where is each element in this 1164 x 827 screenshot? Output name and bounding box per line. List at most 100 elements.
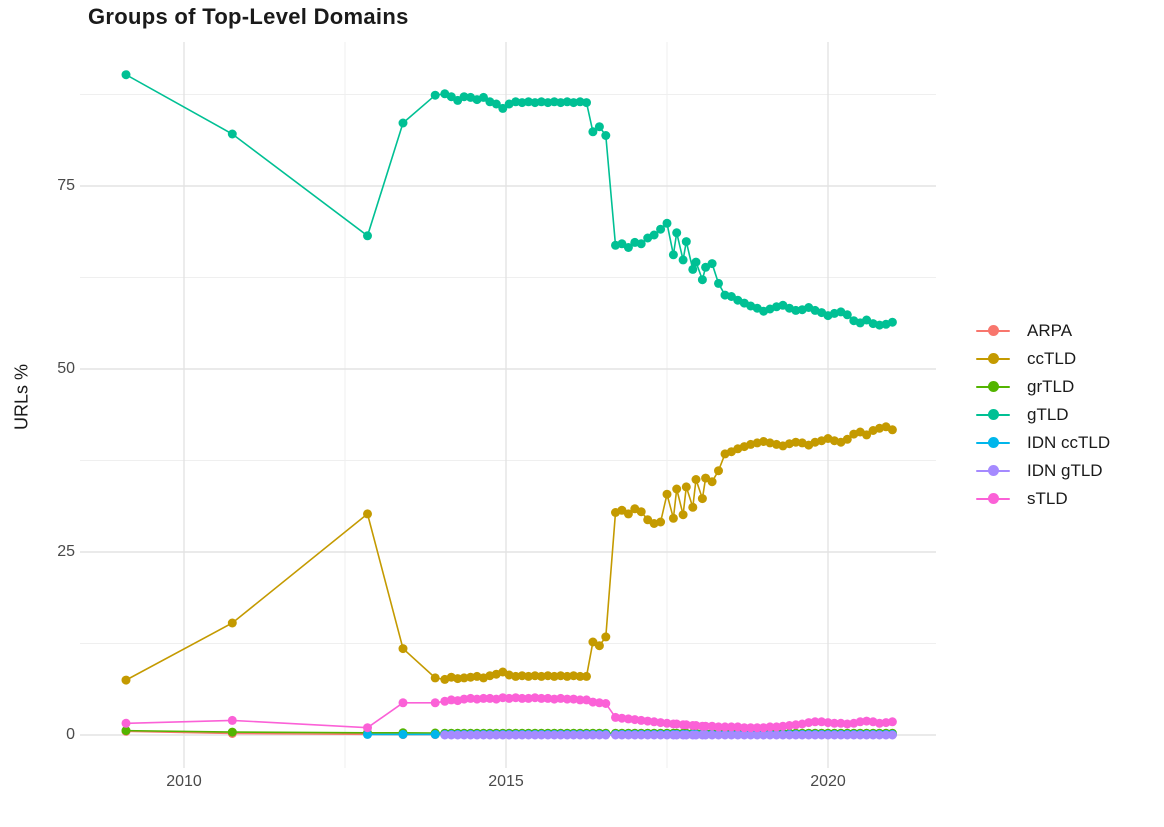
legend-label: IDN ccTLD bbox=[1027, 432, 1111, 452]
data-point bbox=[752, 723, 762, 733]
data-point bbox=[588, 127, 598, 137]
data-point bbox=[691, 257, 701, 267]
data-point bbox=[446, 730, 456, 740]
data-point bbox=[875, 730, 884, 740]
data-point bbox=[536, 730, 546, 740]
series-cctld bbox=[121, 422, 897, 685]
data-point bbox=[746, 723, 756, 733]
x-tick-label-2010: 2010 bbox=[166, 773, 202, 790]
data-point bbox=[636, 730, 646, 740]
data-point bbox=[707, 259, 717, 269]
data-point bbox=[549, 730, 559, 740]
data-point bbox=[398, 118, 408, 128]
data-point bbox=[594, 122, 604, 132]
data-point bbox=[491, 730, 501, 740]
data-point bbox=[556, 671, 566, 681]
data-point bbox=[543, 730, 553, 740]
data-point bbox=[594, 730, 604, 740]
legend-item-cctld: ccTLD bbox=[976, 348, 1110, 369]
data-point bbox=[453, 730, 463, 740]
data-point bbox=[697, 275, 707, 285]
data-point bbox=[227, 727, 237, 737]
data-point bbox=[881, 730, 891, 740]
data-point bbox=[363, 231, 372, 241]
data-point bbox=[720, 730, 730, 740]
data-point bbox=[765, 730, 775, 740]
data-point bbox=[778, 730, 788, 740]
series-gtld bbox=[121, 70, 897, 330]
data-point bbox=[714, 466, 723, 476]
data-point bbox=[582, 671, 591, 681]
y-tick-label-50: 50 bbox=[57, 360, 75, 377]
series-idn-gtld bbox=[440, 730, 897, 740]
data-point bbox=[691, 475, 701, 484]
data-point bbox=[656, 517, 666, 527]
data-point bbox=[701, 730, 711, 740]
legend-label: ARPA bbox=[1027, 320, 1073, 340]
legend-key-icon bbox=[976, 348, 1010, 369]
data-point bbox=[688, 502, 698, 512]
data-point bbox=[363, 509, 372, 519]
data-point bbox=[759, 730, 769, 740]
data-point bbox=[440, 730, 450, 740]
data-point bbox=[765, 722, 775, 732]
data-point bbox=[668, 513, 678, 523]
data-point bbox=[588, 697, 598, 707]
data-point bbox=[617, 730, 627, 740]
data-point bbox=[656, 730, 666, 740]
data-point bbox=[556, 693, 566, 703]
data-point bbox=[582, 98, 591, 108]
data-point bbox=[829, 730, 839, 740]
data-point bbox=[556, 730, 566, 740]
data-point bbox=[672, 228, 682, 238]
legend-label: ccTLD bbox=[1027, 348, 1077, 368]
y-tick-label-0: 0 bbox=[66, 726, 75, 743]
data-point bbox=[681, 720, 691, 730]
data-point bbox=[662, 730, 672, 740]
data-point bbox=[485, 730, 495, 740]
data-point bbox=[810, 730, 820, 740]
data-point bbox=[842, 310, 852, 320]
legend-key-icon bbox=[976, 460, 1010, 481]
data-point bbox=[498, 730, 508, 740]
data-point bbox=[459, 694, 469, 704]
data-point bbox=[398, 644, 408, 654]
legend: ARPA ccTLD grTLD gTLD IDN ccTLD IDN gTLD… bbox=[976, 320, 1110, 509]
data-point bbox=[649, 230, 659, 240]
data-point bbox=[601, 131, 611, 140]
data-point bbox=[430, 729, 440, 739]
data-point bbox=[887, 425, 897, 435]
data-point bbox=[804, 730, 814, 740]
data-point bbox=[887, 717, 897, 727]
data-point bbox=[227, 715, 237, 725]
data-point bbox=[688, 264, 698, 274]
data-point bbox=[472, 694, 482, 704]
legend-key-icon bbox=[976, 488, 1010, 509]
data-point bbox=[588, 730, 598, 740]
data-point bbox=[575, 730, 585, 740]
data-point bbox=[601, 632, 611, 642]
chart-title: Groups of Top-Level Domains bbox=[88, 4, 409, 29]
data-point bbox=[121, 70, 131, 80]
data-point bbox=[726, 730, 736, 740]
data-point bbox=[121, 675, 131, 685]
legend-item-arpa: ARPA bbox=[976, 320, 1110, 341]
legend-item-idn-cctld: IDN ccTLD bbox=[976, 432, 1110, 453]
data-point bbox=[707, 477, 717, 487]
data-point bbox=[862, 730, 872, 740]
data-point bbox=[662, 489, 672, 499]
data-point bbox=[466, 730, 476, 740]
data-point bbox=[797, 730, 807, 740]
y-tick-label-25: 25 bbox=[57, 543, 75, 560]
data-point bbox=[681, 482, 691, 492]
data-point bbox=[720, 722, 730, 732]
legend-item-grtld: grTLD bbox=[976, 376, 1110, 397]
data-point bbox=[810, 717, 820, 727]
data-point bbox=[601, 699, 611, 708]
data-point bbox=[611, 730, 620, 740]
data-point bbox=[714, 730, 723, 740]
legend-key-icon bbox=[976, 404, 1010, 425]
data-point bbox=[746, 730, 756, 740]
data-point bbox=[855, 730, 865, 740]
legend-item-stld: sTLD bbox=[976, 488, 1110, 509]
